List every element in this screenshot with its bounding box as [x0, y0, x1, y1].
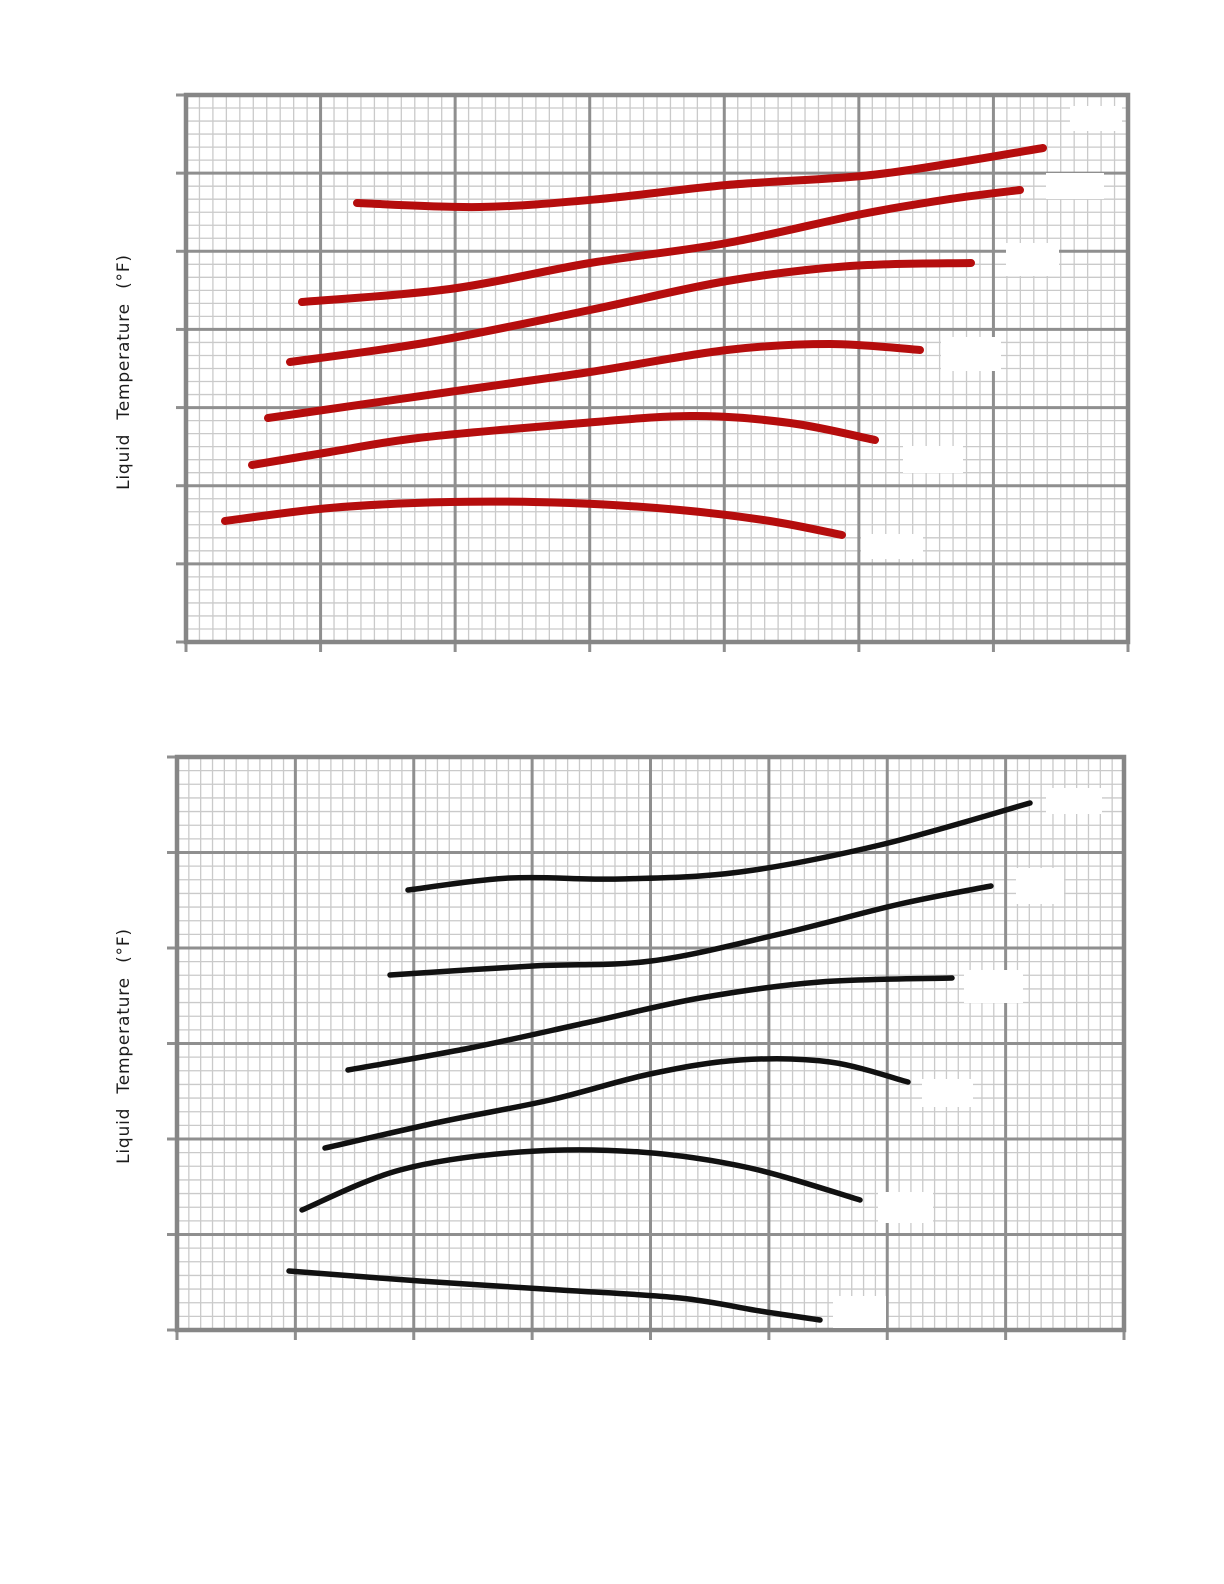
erased-label-patch	[922, 1079, 973, 1107]
chart-curve-4	[322, 1056, 911, 1151]
chart-curve-4	[264, 340, 924, 422]
erased-label-patch	[903, 446, 963, 473]
chart-curve-1	[405, 800, 1033, 893]
chart-curve-5	[299, 1147, 863, 1213]
plot-frame	[174, 754, 1127, 1333]
plot-frame	[183, 92, 1131, 645]
erased-label-patch	[861, 534, 923, 559]
chart-curve-3	[345, 975, 955, 1073]
erased-label-patch	[1070, 106, 1122, 131]
curves	[221, 144, 1047, 539]
bottom-chart	[167, 754, 1127, 1340]
curves	[286, 800, 1033, 1323]
chart-curve-1	[353, 144, 1047, 212]
erased-label-patch	[1006, 243, 1059, 276]
chart-curve-2	[387, 883, 994, 978]
erased-label-patch	[878, 1192, 933, 1223]
erased-label-patch	[1046, 173, 1104, 199]
erased-label-patch	[1016, 868, 1064, 904]
erased-label-patches	[833, 788, 1102, 1328]
chart-curve-6	[221, 497, 846, 539]
erased-label-patch	[964, 970, 1023, 1003]
axis-ticks	[176, 93, 1130, 652]
chart-curve-2	[298, 186, 1024, 306]
chart-curve-5	[248, 411, 879, 469]
top-chart	[176, 92, 1131, 652]
erased-label-patch	[833, 1296, 886, 1328]
axis-ticks	[167, 755, 1126, 1340]
chart-curve-6	[286, 1268, 823, 1323]
erased-label-patch	[941, 337, 1001, 371]
erased-label-patches	[861, 106, 1122, 559]
chart-curve-3	[286, 259, 975, 366]
erased-label-patch	[1046, 788, 1102, 814]
